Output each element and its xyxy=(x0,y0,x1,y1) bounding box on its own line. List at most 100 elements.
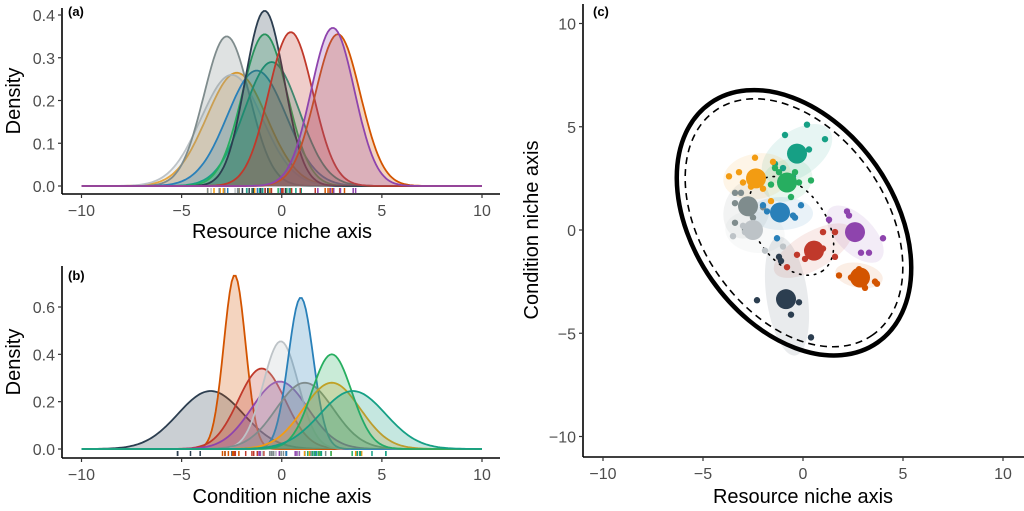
density-fill-species-navy xyxy=(81,391,482,449)
panel-c: −10 −5 0 5 10 −10 −5 0 5 10 (c) Resource niche a… xyxy=(521,4,1024,508)
individual-point-teal xyxy=(803,121,811,128)
x-tick-label: 5 xyxy=(899,466,908,483)
y-ticks-b: 0.0 0.2 0.4 0.6 xyxy=(33,300,62,459)
individual-points xyxy=(725,121,887,341)
x-tick-label: −10 xyxy=(68,467,95,484)
individual-point-purple xyxy=(825,216,833,223)
centroid-species-amber xyxy=(746,168,766,189)
x-axis-title-c: Resource niche axis xyxy=(713,486,893,508)
individual-point-amber xyxy=(751,154,759,161)
y-tick-label: 0.0 xyxy=(33,179,55,196)
x-tick-label: 5 xyxy=(377,203,386,220)
individual-point-green xyxy=(775,168,783,176)
y-tick-label: 0 xyxy=(567,223,576,240)
x-tick-label: 10 xyxy=(994,466,1012,483)
individual-point-lightgray xyxy=(729,232,737,240)
density-fill-species-green xyxy=(81,34,482,187)
y-axis-title-b: Density xyxy=(3,329,25,396)
individual-point-lightgray xyxy=(779,243,787,250)
individual-point-gray xyxy=(749,214,757,221)
individual-point-amber xyxy=(759,185,767,192)
individual-point-green xyxy=(795,179,803,186)
individual-point-purple xyxy=(865,249,873,256)
individual-point-teal xyxy=(779,164,787,172)
y-tick-label: 5 xyxy=(567,120,576,137)
individual-point-amber xyxy=(767,197,775,205)
y-axis-title-c: Condition niche axis xyxy=(521,141,543,320)
y-tick-label: 0.0 xyxy=(33,442,55,459)
individual-point-green xyxy=(791,168,799,176)
rug-a xyxy=(206,188,357,193)
density-fill-species-lightgray xyxy=(81,341,482,449)
individual-point-red xyxy=(831,253,839,261)
density-fill-species-lightgray xyxy=(81,74,482,186)
individual-point-red xyxy=(793,251,801,258)
y-tick-label: 0.4 xyxy=(33,8,55,25)
density-line-species-purple xyxy=(81,27,482,187)
individual-point-purple xyxy=(857,249,865,256)
y-tick-label: −10 xyxy=(549,430,576,447)
y-tick-label: 0.2 xyxy=(33,395,55,412)
individual-point-orange xyxy=(873,280,881,287)
x-axis-title-a: Resource niche axis xyxy=(192,221,372,243)
individual-point-purple xyxy=(845,212,853,219)
y-ticks-a: 0.0 0.1 0.2 0.3 0.4 xyxy=(33,8,62,196)
density-fill-species-teal xyxy=(81,391,482,449)
centroid-species-red xyxy=(804,240,824,261)
x-tick-label: −5 xyxy=(694,466,712,483)
individual-point-blue xyxy=(773,235,781,242)
community-ellipse-dashed xyxy=(684,97,904,348)
density-fill-species-blue xyxy=(81,70,482,186)
individual-point-navy xyxy=(753,297,761,304)
individual-point-green xyxy=(767,181,775,188)
individual-point-green xyxy=(771,164,779,172)
x-tick-label: 0 xyxy=(799,466,808,483)
rug-b xyxy=(176,451,387,456)
panel-label-c: (c) xyxy=(593,4,609,19)
density-fill-species-red xyxy=(81,368,482,449)
individual-point-lightgray xyxy=(761,247,769,254)
individual-point-amber xyxy=(769,158,777,166)
y-tick-label: 0.3 xyxy=(33,51,55,68)
individual-point-teal xyxy=(821,135,829,143)
density-fill-species-blue xyxy=(81,298,482,449)
individual-point-green xyxy=(787,193,795,201)
individual-point-teal xyxy=(781,131,789,139)
individual-point-blue xyxy=(797,202,805,209)
panel-a: −10 −5 0 5 10 0.0 0.1 0.2 0.3 0.4 (a) Resource n… xyxy=(3,4,500,243)
individual-point-red xyxy=(831,228,839,236)
density-fill-species-red xyxy=(81,32,482,186)
individual-point-amber xyxy=(739,179,747,186)
y-ticks-c: −10 −5 0 5 10 xyxy=(549,17,583,447)
panel-label-a: (a) xyxy=(68,4,84,19)
centroid-species-navy xyxy=(776,289,796,310)
individual-point-gray xyxy=(731,219,739,226)
x-ticks-b: −10 −5 0 5 10 xyxy=(68,458,491,484)
individual-point-teal xyxy=(805,146,813,153)
individual-point-amber xyxy=(735,168,743,176)
centroid-species-orange xyxy=(850,267,870,288)
x-tick-label: 0 xyxy=(277,467,286,484)
y-tick-label: 0.6 xyxy=(33,300,55,317)
y-tick-label: 0.1 xyxy=(33,136,55,153)
individual-point-gray xyxy=(731,189,739,197)
x-tick-label: 0 xyxy=(277,203,286,220)
x-tick-label: −10 xyxy=(68,203,95,220)
y-tick-label: 10 xyxy=(558,17,576,34)
individual-point-navy xyxy=(777,257,785,265)
individual-point-blue xyxy=(791,214,799,221)
x-tick-label: 10 xyxy=(473,203,491,220)
individual-point-navy xyxy=(807,334,815,341)
individual-point-amber xyxy=(725,173,733,180)
x-ticks-a: −10 −5 0 5 10 xyxy=(68,194,491,220)
x-tick-label: −10 xyxy=(589,466,616,483)
centroid-species-blue xyxy=(770,202,790,223)
x-tick-label: 10 xyxy=(473,467,491,484)
individual-point-navy xyxy=(787,311,795,318)
individual-point-red xyxy=(819,228,827,236)
centroid-species-green xyxy=(777,172,797,193)
individual-point-navy xyxy=(795,299,803,306)
density-areas-b xyxy=(81,274,482,450)
individual-point-red xyxy=(783,263,791,271)
density-fill-species-amber xyxy=(81,72,482,186)
